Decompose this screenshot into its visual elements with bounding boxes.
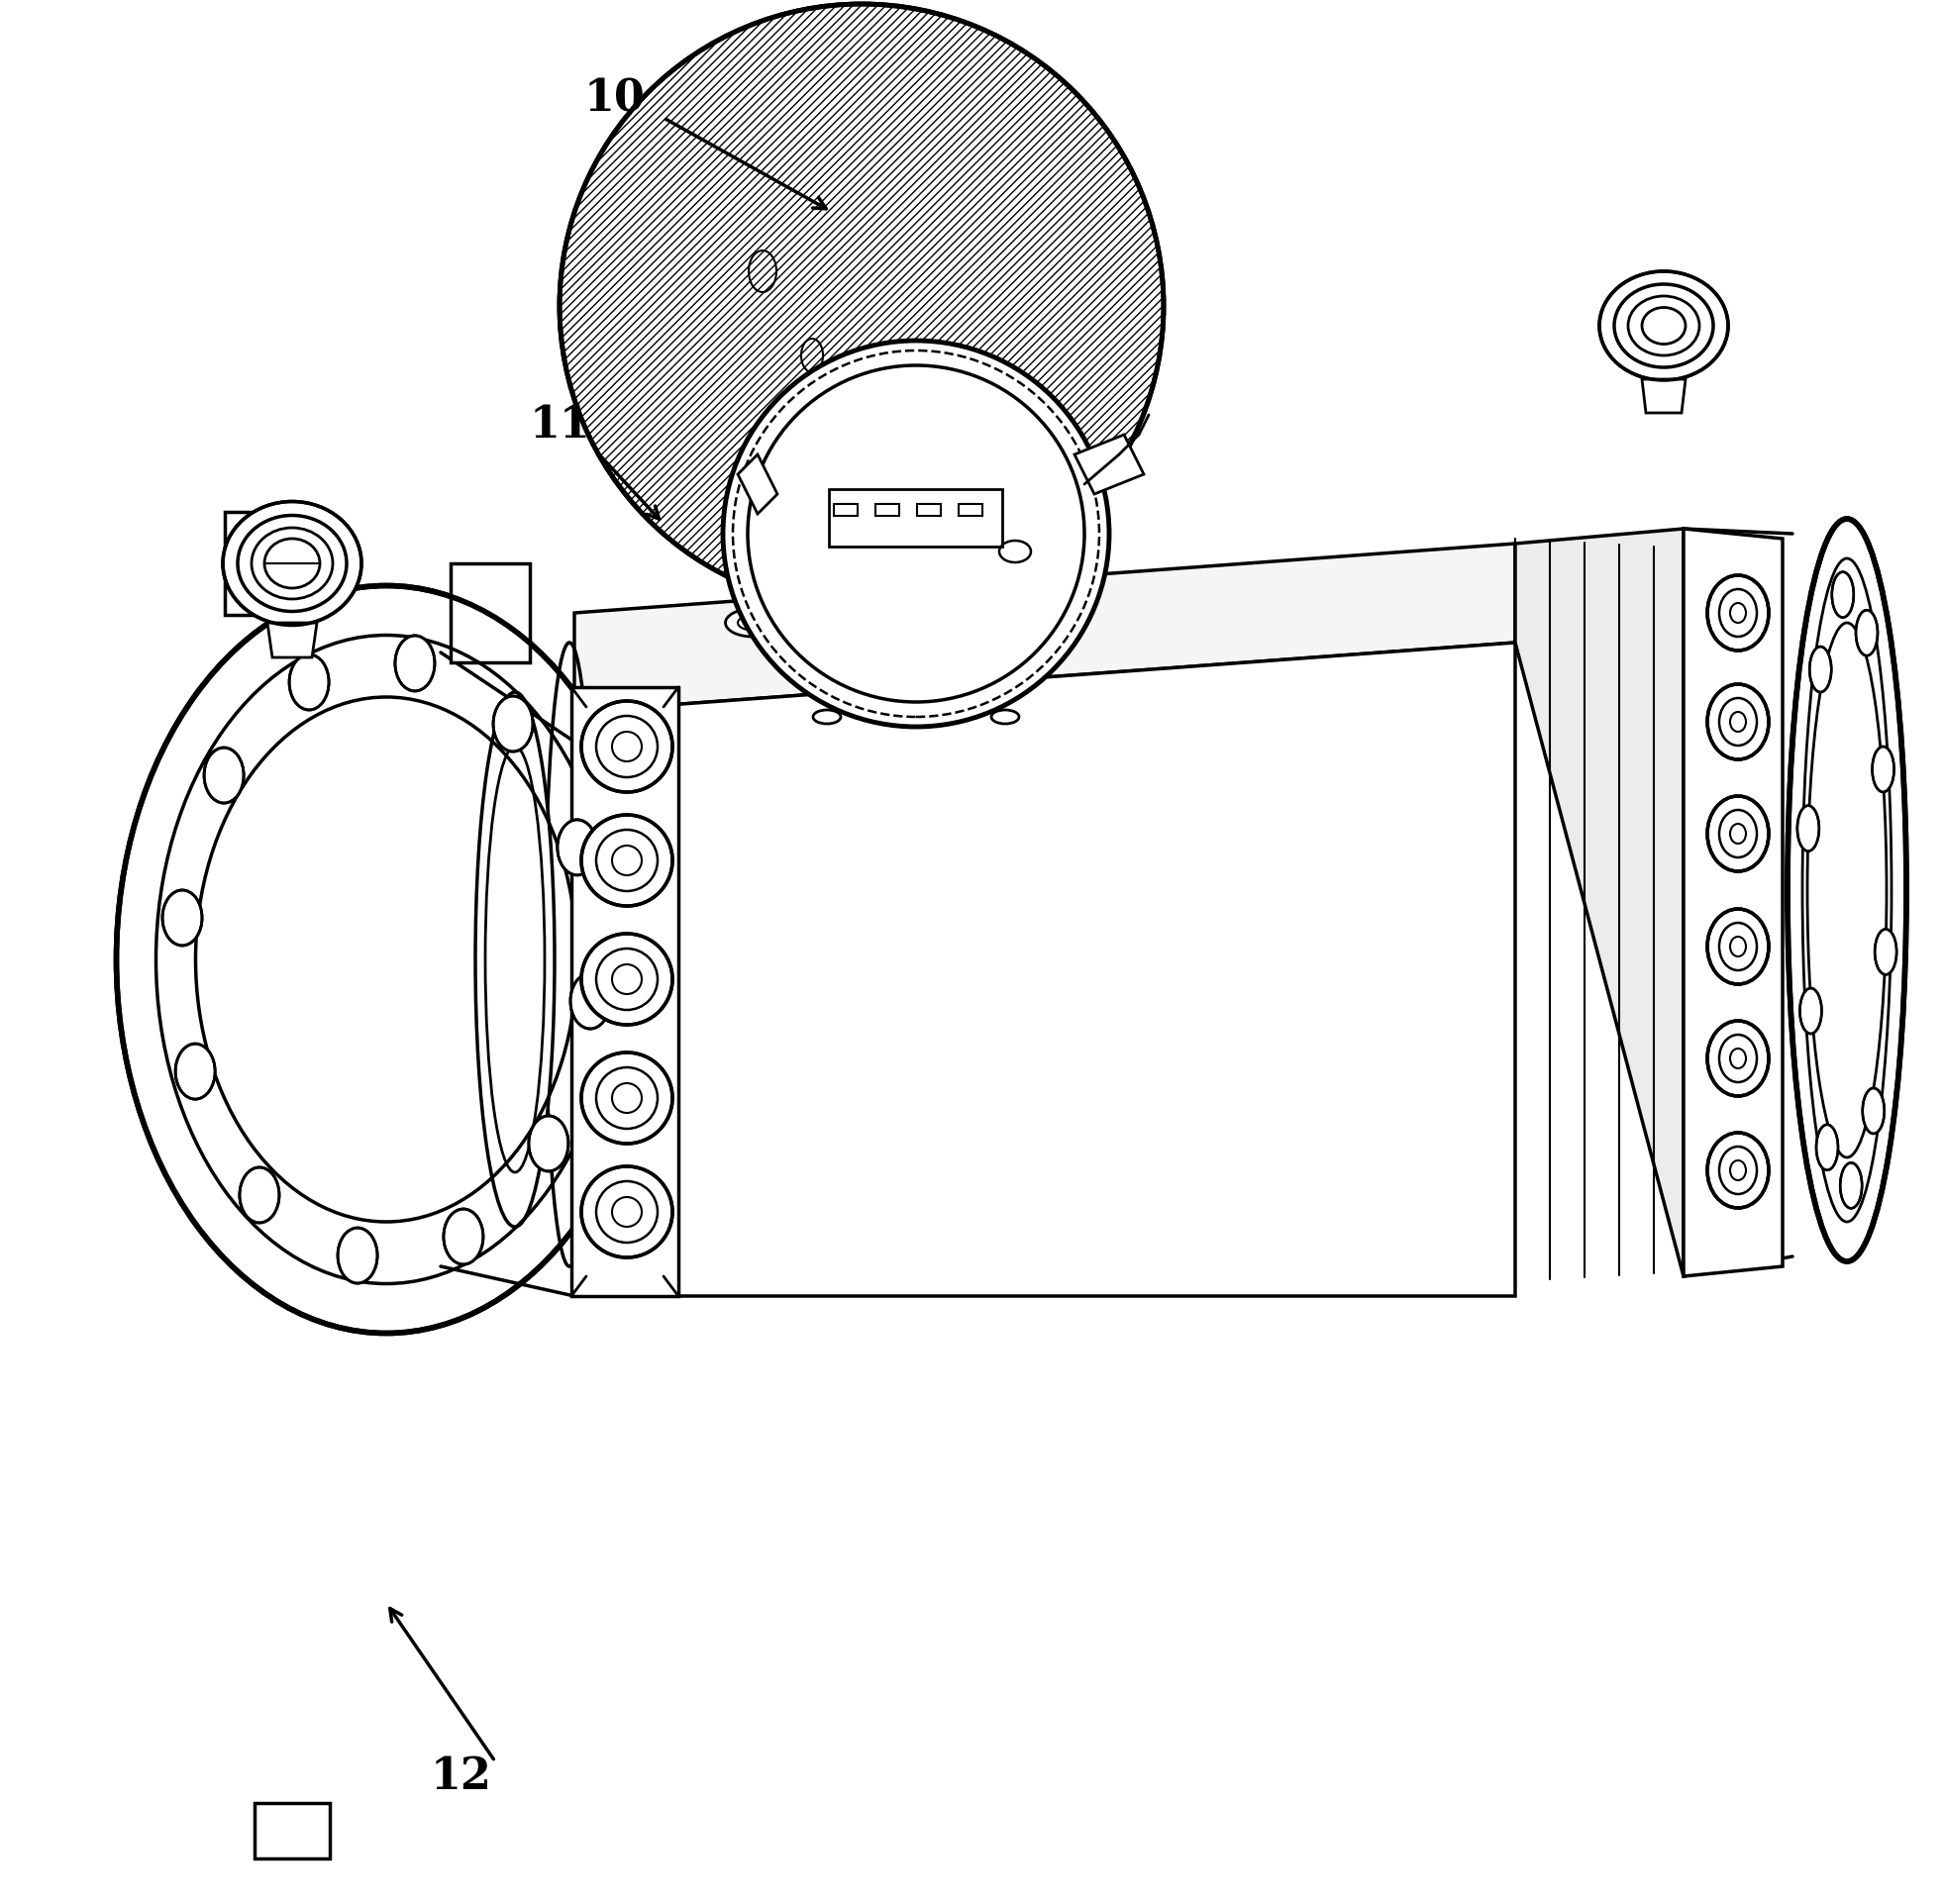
Ellipse shape (581, 1167, 673, 1259)
Ellipse shape (443, 1209, 484, 1264)
Text: 11: 11 (529, 404, 591, 447)
Ellipse shape (1707, 1133, 1769, 1209)
Ellipse shape (834, 600, 888, 628)
Ellipse shape (1862, 1089, 1884, 1135)
Ellipse shape (1600, 272, 1728, 381)
Ellipse shape (395, 636, 435, 691)
Polygon shape (1684, 529, 1783, 1276)
Ellipse shape (1788, 520, 1907, 1262)
Ellipse shape (1874, 929, 1897, 975)
Ellipse shape (581, 815, 673, 906)
Ellipse shape (902, 710, 929, 724)
Ellipse shape (723, 341, 1110, 727)
Text: 12: 12 (430, 1755, 492, 1797)
Ellipse shape (581, 703, 673, 792)
Polygon shape (572, 687, 678, 1297)
Ellipse shape (1707, 575, 1769, 651)
Polygon shape (573, 545, 1514, 712)
Ellipse shape (1800, 988, 1822, 1034)
Ellipse shape (239, 1167, 280, 1222)
Ellipse shape (338, 1228, 377, 1283)
Ellipse shape (581, 1053, 673, 1144)
Ellipse shape (117, 586, 655, 1333)
Polygon shape (255, 1803, 330, 1858)
Ellipse shape (529, 1116, 568, 1171)
Ellipse shape (1707, 796, 1769, 872)
Polygon shape (739, 455, 778, 514)
Ellipse shape (175, 1043, 216, 1101)
Ellipse shape (1707, 910, 1769, 984)
Ellipse shape (1798, 805, 1820, 851)
Ellipse shape (1831, 573, 1855, 619)
Ellipse shape (813, 710, 842, 724)
Text: 10: 10 (583, 78, 645, 120)
Ellipse shape (476, 693, 554, 1226)
Bar (918, 505, 941, 516)
Ellipse shape (558, 821, 597, 876)
Ellipse shape (163, 891, 202, 946)
Ellipse shape (1816, 1125, 1837, 1171)
Ellipse shape (1707, 1021, 1769, 1097)
Polygon shape (451, 564, 531, 663)
Ellipse shape (560, 6, 1164, 609)
Ellipse shape (581, 935, 673, 1024)
Ellipse shape (725, 609, 780, 638)
Ellipse shape (570, 973, 610, 1030)
Ellipse shape (1872, 746, 1893, 792)
Ellipse shape (204, 748, 243, 803)
Ellipse shape (1857, 611, 1878, 657)
Polygon shape (1514, 529, 1684, 1276)
Polygon shape (1643, 381, 1685, 413)
Polygon shape (268, 623, 317, 659)
Polygon shape (1075, 436, 1143, 495)
Ellipse shape (1841, 1163, 1862, 1209)
Ellipse shape (290, 655, 329, 710)
Ellipse shape (1707, 685, 1769, 760)
Ellipse shape (1810, 647, 1831, 693)
Ellipse shape (494, 697, 533, 752)
Bar (875, 505, 900, 516)
Bar (828, 489, 1003, 546)
Polygon shape (573, 644, 1514, 1297)
Bar (958, 505, 982, 516)
Ellipse shape (991, 710, 1019, 724)
Ellipse shape (224, 503, 362, 626)
Polygon shape (226, 512, 272, 615)
Bar (834, 505, 857, 516)
